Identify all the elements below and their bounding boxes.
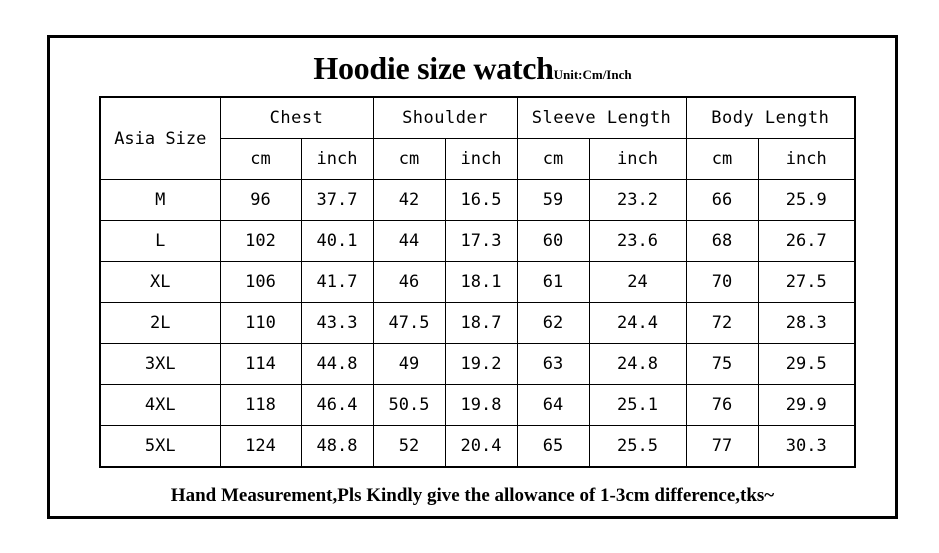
size-rows: M 96 37.7 42 16.5 59 23.2 66 25.9 L 102 40.1 44 17.3 6…	[99, 179, 856, 468]
table-row: 4XL 118 46.4 50.5 19.8 64 25.1 76 29.9	[99, 384, 856, 426]
group-header-body-length: Body Length	[685, 96, 856, 139]
measurement-cell: 41.7	[300, 261, 374, 303]
table-row: M 96 37.7 42 16.5 59 23.2 66 25.9	[99, 179, 856, 221]
measurement-cell: 102	[219, 220, 302, 262]
measurement-cell: 59	[516, 179, 590, 221]
measurement-cell: 60	[516, 220, 590, 262]
measurement-cell: 75	[685, 343, 759, 385]
unit-header: cm	[685, 138, 759, 180]
measurement-cell: 29.5	[757, 343, 856, 385]
size-label-cell: L	[99, 220, 221, 262]
table-row: 5XL 124 48.8 52 20.4 65 25.5 77 30.3	[99, 425, 856, 468]
measurement-cell: 118	[219, 384, 302, 426]
unit-header: cm	[516, 138, 590, 180]
measurement-cell: 72	[685, 302, 759, 344]
measurement-cell: 17.3	[444, 220, 518, 262]
measurement-cell: 65	[516, 425, 590, 468]
measurement-cell: 27.5	[757, 261, 856, 303]
group-header-shoulder: Shoulder	[372, 96, 518, 139]
measurement-cell: 63	[516, 343, 590, 385]
unit-header-row: cm inch cm inch cm inch cm inch	[100, 138, 856, 180]
title-row: Hoodie size watchUnit:Cm/Inch	[50, 50, 895, 87]
measurement-cell: 23.6	[588, 220, 687, 262]
measurement-cell: 37.7	[300, 179, 374, 221]
measurement-cell: 28.3	[757, 302, 856, 344]
size-label-cell: 2L	[99, 302, 221, 344]
table-row: 2L 110 43.3 47.5 18.7 62 24.4 72 28.3	[99, 302, 856, 344]
measurement-cell: 26.7	[757, 220, 856, 262]
measurement-cell: 47.5	[372, 302, 446, 344]
measurement-cell: 62	[516, 302, 590, 344]
measurement-cell: 19.8	[444, 384, 518, 426]
measurement-cell: 16.5	[444, 179, 518, 221]
measurement-cell: 30.3	[757, 425, 856, 468]
measurement-cell: 44.8	[300, 343, 374, 385]
measurement-cell: 52	[372, 425, 446, 468]
size-label-cell: M	[99, 179, 221, 221]
measurement-cell: 19.2	[444, 343, 518, 385]
measurement-cell: 76	[685, 384, 759, 426]
measurement-cell: 25.5	[588, 425, 687, 468]
measurement-cell: 44	[372, 220, 446, 262]
row-header-asia-size: Asia Size	[99, 96, 221, 180]
measurement-cell: 106	[219, 261, 302, 303]
measurement-cell: 43.3	[300, 302, 374, 344]
measurement-cell: 25.9	[757, 179, 856, 221]
size-label-cell: 4XL	[99, 384, 221, 426]
measurement-cell: 64	[516, 384, 590, 426]
measurement-cell: 25.1	[588, 384, 687, 426]
measurement-cell: 29.9	[757, 384, 856, 426]
measurement-cell: 70	[685, 261, 759, 303]
unit-header: inch	[300, 138, 374, 180]
measurement-cell: 124	[219, 425, 302, 468]
measurement-cell: 110	[219, 302, 302, 344]
measurement-cell: 20.4	[444, 425, 518, 468]
measurement-cell: 68	[685, 220, 759, 262]
unit-header: inch	[588, 138, 687, 180]
measurement-cell: 61	[516, 261, 590, 303]
measurement-cell: 24.8	[588, 343, 687, 385]
size-label-cell: 3XL	[99, 343, 221, 385]
measurement-cell: 24.4	[588, 302, 687, 344]
table-row: 3XL 114 44.8 49 19.2 63 24.8 75 29.5	[99, 343, 856, 385]
unit-note: Unit:Cm/Inch	[553, 67, 632, 82]
measurement-cell: 77	[685, 425, 759, 468]
measurement-cell: 18.1	[444, 261, 518, 303]
measurement-cell: 18.7	[444, 302, 518, 344]
measurement-cell: 49	[372, 343, 446, 385]
group-header-sleeve-length: Sleeve Length	[516, 96, 687, 139]
size-table: Asia Size Chest Shoulder Sleeve Length B…	[99, 96, 857, 468]
unit-header: inch	[757, 138, 856, 180]
unit-header: cm	[372, 138, 446, 180]
size-label-cell: 5XL	[99, 425, 221, 468]
size-chart-frame: Hoodie size watchUnit:Cm/Inch Asia Size …	[47, 35, 898, 519]
measurement-cell: 114	[219, 343, 302, 385]
measurement-cell: 46.4	[300, 384, 374, 426]
table-row: L 102 40.1 44 17.3 60 23.6 68 26.7	[99, 220, 856, 262]
measurement-cell: 66	[685, 179, 759, 221]
measurement-cell: 96	[219, 179, 302, 221]
measurement-cell: 40.1	[300, 220, 374, 262]
unit-header: cm	[219, 138, 302, 180]
group-header-row: Asia Size Chest Shoulder Sleeve Length B…	[99, 96, 856, 180]
measurement-cell: 46	[372, 261, 446, 303]
measurement-cell: 48.8	[300, 425, 374, 468]
footer-note: Hand Measurement,Pls Kindly give the all…	[170, 485, 775, 506]
measurement-cell: 23.2	[588, 179, 687, 221]
measurement-cell: 50.5	[372, 384, 446, 426]
size-label-cell: XL	[99, 261, 221, 303]
page-title: Hoodie size watch	[313, 50, 554, 86]
measurement-cell: 42	[372, 179, 446, 221]
table-row: XL 106 41.7 46 18.1 61 24 70 27.5	[99, 261, 856, 303]
group-header-chest: Chest	[219, 96, 374, 139]
unit-header: inch	[444, 138, 518, 180]
measurement-cell: 24	[588, 261, 687, 303]
